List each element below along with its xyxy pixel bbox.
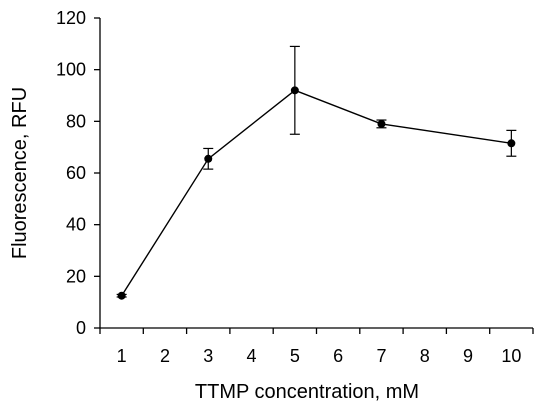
x-tick-label: 2 (160, 346, 170, 366)
data-point (377, 119, 386, 128)
x-tick-label: 1 (117, 346, 127, 366)
y-axis-ticks: 0 20 40 60 80 100 120 (56, 8, 100, 338)
x-tick-label: 9 (463, 346, 473, 366)
x-tick-label: 4 (247, 346, 257, 366)
y-tick-label: 80 (66, 111, 86, 131)
series-line (121, 89, 512, 297)
y-tick-label: 120 (56, 8, 86, 28)
axes (99, 18, 533, 329)
series-layer (116, 45, 517, 300)
x-tick-label: 3 (203, 346, 213, 366)
data-point (507, 139, 516, 148)
y-tick-label: 100 (56, 60, 86, 80)
y-tick-label: 60 (66, 163, 86, 183)
y-tick-label: 0 (76, 318, 86, 338)
data-point (117, 291, 126, 300)
y-axis-label: Fluorescence, RFU (9, 87, 31, 259)
y-tick-label: 20 (66, 266, 86, 286)
x-tick-label: 10 (501, 346, 521, 366)
y-tick-label: 40 (66, 215, 86, 235)
x-tick-label: 8 (420, 346, 430, 366)
data-point (204, 154, 213, 163)
x-tick-label: 6 (333, 346, 343, 366)
x-axis-label: TTMP concentration, mM (195, 381, 419, 403)
data-point (290, 86, 299, 95)
x-tick-label: 5 (290, 346, 300, 366)
x-axis-ticks: 1 2 3 4 5 6 7 8 9 10 (99, 328, 534, 366)
x-tick-label: 7 (376, 346, 386, 366)
